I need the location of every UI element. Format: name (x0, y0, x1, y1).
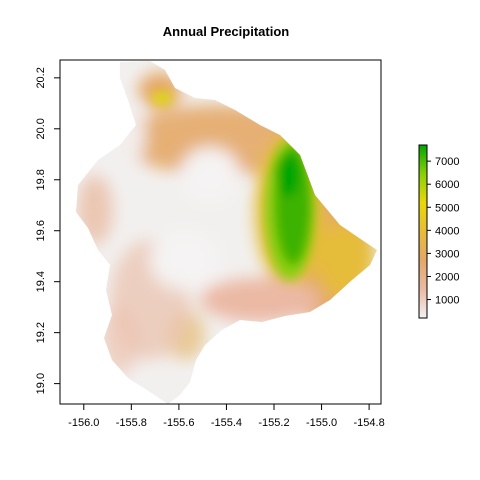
y-tick-label: 19.6 (35, 220, 47, 241)
x-tick-label: -155.6 (163, 417, 194, 429)
x-axis: -156.0 -155.8 -155.6 -155.4 -155.2 -155.0 -154… (68, 403, 385, 429)
kona-coast (77, 175, 113, 245)
y-tick-label: 19.4 (35, 271, 47, 292)
y-tick-label: 19.8 (35, 169, 47, 190)
kawaihae-dry (115, 105, 145, 165)
x-tick-label: -156.0 (68, 417, 99, 429)
kohala-core (158, 94, 168, 102)
mauna-loa-dry (150, 230, 220, 290)
y-axis: 19.0 19.2 19.4 19.6 19.8 20.0 20.2 (35, 67, 61, 394)
x-tick-label: -155.0 (306, 417, 337, 429)
south-point-band (100, 305, 140, 375)
legend-tick-label: 7000 (435, 156, 459, 168)
legend-tick-label: 1000 (435, 295, 459, 307)
y-tick-label: 19.2 (35, 322, 47, 343)
legend-tick-label: 4000 (435, 225, 459, 237)
legend-tick-label: 6000 (435, 179, 459, 191)
chart-title: Annual Precipitation (163, 24, 289, 39)
puna-band (200, 278, 320, 322)
legend-ticks: 1000 2000 3000 4000 5000 6000 7000 (427, 156, 459, 307)
y-tick-label: 20.2 (35, 67, 47, 88)
mauna-kea-dry (180, 147, 240, 203)
x-tick-label: -154.8 (354, 417, 385, 429)
x-tick-label: -155.4 (211, 417, 242, 429)
x-tick-label: -155.8 (116, 417, 147, 429)
legend-tick-label: 3000 (435, 248, 459, 260)
raster-map (76, 61, 377, 404)
legend-tick-label: 2000 (435, 271, 459, 283)
y-tick-label: 19.0 (35, 373, 47, 394)
legend-tick-label: 5000 (435, 202, 459, 214)
windward-peak (276, 153, 300, 197)
y-tick-label: 20.0 (35, 118, 47, 139)
raster-wet-core (152, 91, 315, 280)
hilo-coast (315, 220, 375, 300)
legend-colorbar (418, 144, 428, 319)
x-tick-label: -155.2 (258, 417, 289, 429)
